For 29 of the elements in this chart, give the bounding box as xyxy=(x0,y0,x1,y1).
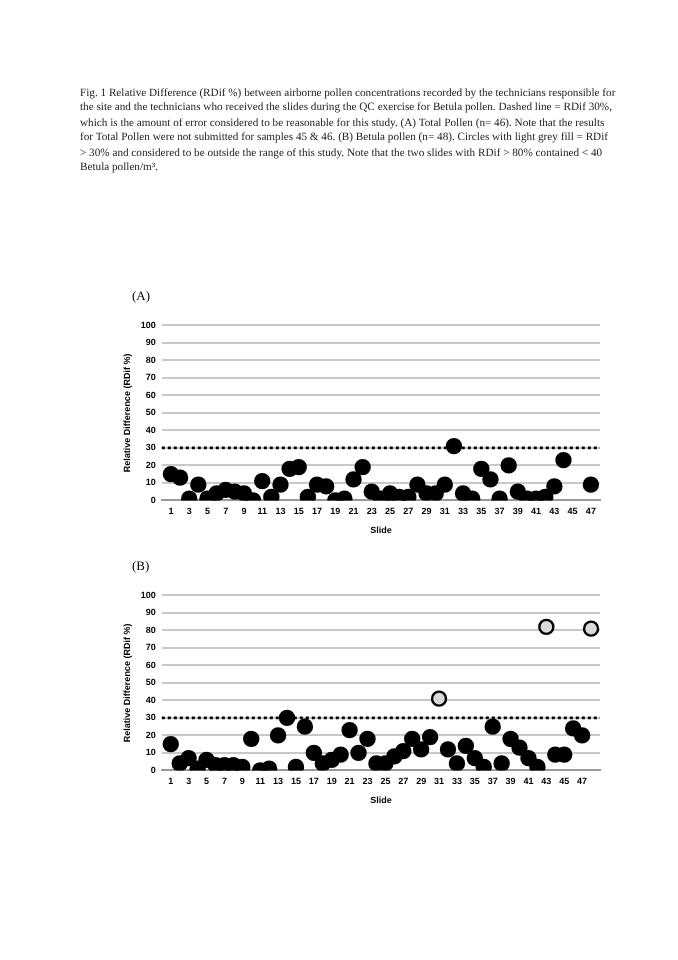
point xyxy=(180,749,197,767)
point xyxy=(341,721,358,739)
point xyxy=(430,690,448,707)
point xyxy=(484,718,501,735)
point xyxy=(404,730,421,748)
point xyxy=(529,758,546,771)
point xyxy=(439,741,457,758)
point xyxy=(582,620,600,637)
point xyxy=(269,727,287,744)
point xyxy=(350,744,367,762)
point xyxy=(421,728,439,746)
point xyxy=(243,730,260,748)
point xyxy=(448,755,466,771)
point xyxy=(332,746,349,763)
point xyxy=(162,735,179,753)
point xyxy=(538,618,555,636)
point xyxy=(287,758,305,771)
point xyxy=(457,737,475,755)
point xyxy=(296,718,314,735)
point xyxy=(475,758,492,771)
point xyxy=(493,755,510,771)
point xyxy=(511,739,528,756)
point xyxy=(573,727,591,744)
point xyxy=(305,744,323,762)
point xyxy=(412,741,430,758)
point xyxy=(359,730,376,748)
point xyxy=(278,709,296,727)
point xyxy=(395,742,412,760)
point xyxy=(234,758,251,771)
